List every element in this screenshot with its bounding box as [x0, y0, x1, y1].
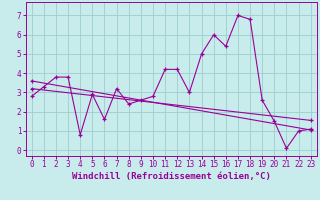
X-axis label: Windchill (Refroidissement éolien,°C): Windchill (Refroidissement éolien,°C) [72, 172, 271, 181]
